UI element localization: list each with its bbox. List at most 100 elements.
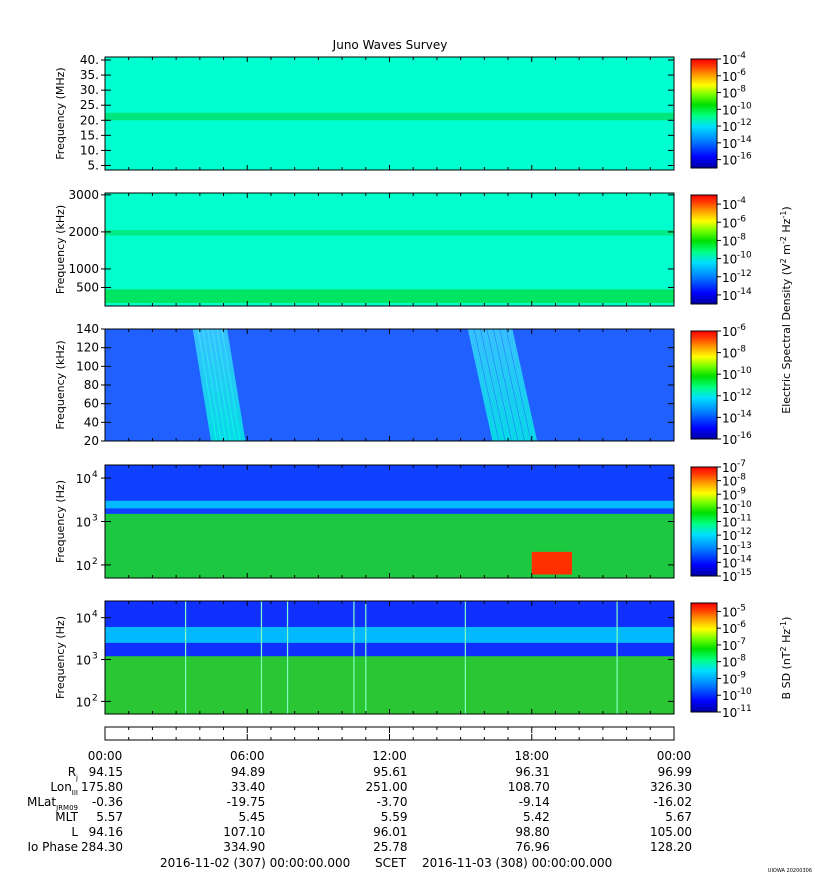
ephemeris-value: 5.67 <box>665 810 692 824</box>
y-tick-label: 10 <box>76 516 91 530</box>
radio-burst-streak <box>480 329 512 441</box>
colorbar-tick-label: 10 <box>722 289 737 303</box>
colorbar-tick-exponent: -11 <box>737 704 752 714</box>
y-tick-exponent: 2 <box>92 693 98 703</box>
y-tick-label: 80 <box>84 378 99 392</box>
radio-burst-streak <box>506 329 538 441</box>
y-axis-label: Frequency (Hz) <box>54 616 67 699</box>
colorbar-tick-label: 10 <box>722 154 737 168</box>
colorbar-tick-label: 10 <box>722 120 737 134</box>
colorbar-tick-label: 10 <box>722 461 737 475</box>
spectral-band <box>105 112 674 121</box>
ephemeris-value: 128.20 <box>650 840 692 854</box>
colorbar-tick-label: 10 <box>722 689 737 703</box>
y-tick-label: 2000 <box>68 225 99 239</box>
ephemeris-value: -19.75 <box>227 795 266 809</box>
ephemeris-value: 94.89 <box>231 765 265 779</box>
x-tick-label: 00:00 <box>88 749 123 763</box>
colorbar-tick-exponent: -12 <box>737 118 752 128</box>
colorbar-bsd-label: B SD (nT2 Hz-1) <box>779 617 793 700</box>
radio-burst-streak <box>216 329 241 441</box>
y-tick-label: 100 <box>76 359 99 373</box>
radio-burst-streak <box>206 329 232 441</box>
colorbar-tick-exponent: -14 <box>737 287 752 297</box>
colorbar-tick-label: 10 <box>722 516 737 530</box>
y-tick-exponent: 3 <box>92 652 98 662</box>
colorbar-tick-label: 10 <box>722 475 737 489</box>
y-tick-label: 1000 <box>68 262 99 276</box>
colorbar-tick-label: 10 <box>722 347 737 361</box>
colorbar-tick-exponent: -7 <box>737 637 746 647</box>
colorbar-tick-exponent: -15 <box>737 568 752 578</box>
colorbar-tick-exponent: -11 <box>737 514 752 524</box>
spectrogram-background <box>105 329 674 441</box>
x-tick-label: 00:00 <box>657 749 692 763</box>
panel-3: 20 40 60 80 100 120 140 Frequency (kHz) <box>54 322 675 448</box>
ephemeris-value: 107.10 <box>223 825 265 839</box>
colorbar-tick-exponent: -8 <box>737 232 746 242</box>
colorbar-tick-exponent: -10 <box>737 101 752 111</box>
colorbar-tick-label: 10 <box>722 570 737 584</box>
colorbar-tick-label: 10 <box>722 234 737 248</box>
ephemeris-value: 5.59 <box>381 810 408 824</box>
ephemeris-value: -16.02 <box>653 795 692 809</box>
colorbar-tick-label: 10 <box>722 639 737 653</box>
y-tick-label: 10 <box>76 695 91 709</box>
y-tick-label: 40 <box>84 415 99 429</box>
ephemeris-value: 33.40 <box>231 780 265 794</box>
ephemeris-row-label: L <box>71 825 78 839</box>
colorbar-tick-exponent: -6 <box>737 214 746 224</box>
colorbar-tick-label: 10 <box>722 325 737 339</box>
y-tick-label: 10 <box>76 559 91 573</box>
spectrogram-background <box>105 193 674 306</box>
colorbar-tick-label: 10 <box>722 556 737 570</box>
colorbar-tick-label: 10 <box>722 216 737 230</box>
y-tick-label: 3000 <box>68 188 99 202</box>
ephemeris-row-label: LonIII <box>50 780 78 797</box>
ephemeris-value: 94.16 <box>89 825 123 839</box>
colorbar-tick-exponent: -16 <box>737 152 752 162</box>
ephemeris-value: 5.42 <box>523 810 550 824</box>
footer-end: 2016-11-03 (308) 00:00:00.000 <box>422 856 612 870</box>
colorbar-tick-exponent: -10 <box>737 251 752 261</box>
colorbar-tick-exponent: -10 <box>737 500 752 510</box>
colorbar-tick-exponent: -12 <box>737 269 752 279</box>
colorbar-tick-exponent: -4 <box>737 51 746 61</box>
colorbar-tick-exponent: -14 <box>737 554 752 564</box>
colorbar-tick-exponent: -6 <box>737 68 746 78</box>
hot-emission-region <box>531 551 573 575</box>
colorbar-tick-label: 10 <box>722 656 737 670</box>
colorbar-tick-label: 10 <box>722 706 737 720</box>
colorbar-tick-exponent: -10 <box>737 687 752 697</box>
colorbar-tick-label: 10 <box>722 70 737 84</box>
colorbar-tick-exponent: -6 <box>737 323 746 333</box>
colorbar-tick-exponent: -12 <box>737 388 752 398</box>
y-axis-label: Frequency (kHz) <box>54 340 67 429</box>
colorbar-tick-exponent: -8 <box>737 345 746 355</box>
spectral-band <box>105 513 674 578</box>
y-axis-label: Frequency (MHz) <box>54 67 67 159</box>
colorbar-tick-exponent: -5 <box>737 603 746 613</box>
ephemeris-value: 251.00 <box>366 780 408 794</box>
y-tick-exponent: 2 <box>92 557 98 567</box>
ephemeris-value: 5.45 <box>239 810 266 824</box>
colorbar-tick-label: 10 <box>722 502 737 516</box>
spectral-band <box>105 626 674 643</box>
y-tick-exponent: 4 <box>92 610 98 620</box>
ephemeris-value: 76.96 <box>515 840 549 854</box>
ephemeris-row-label: Io Phase <box>27 840 78 854</box>
ephemeris-row-label: MLatJRM09 <box>27 795 78 812</box>
colorbar-tick-exponent: -14 <box>737 135 752 145</box>
colorbar-tick-label: 10 <box>722 198 737 212</box>
radio-burst-streak <box>211 329 236 441</box>
y-tick-label: 10 <box>76 654 91 668</box>
y-tick-exponent: 4 <box>92 470 98 480</box>
ephemeris-value: 96.31 <box>515 765 549 779</box>
ephemeris-value: 175.80 <box>81 780 123 794</box>
colorbar-tick-exponent: -9 <box>737 670 746 680</box>
ephemeris-value: -0.36 <box>92 795 123 809</box>
